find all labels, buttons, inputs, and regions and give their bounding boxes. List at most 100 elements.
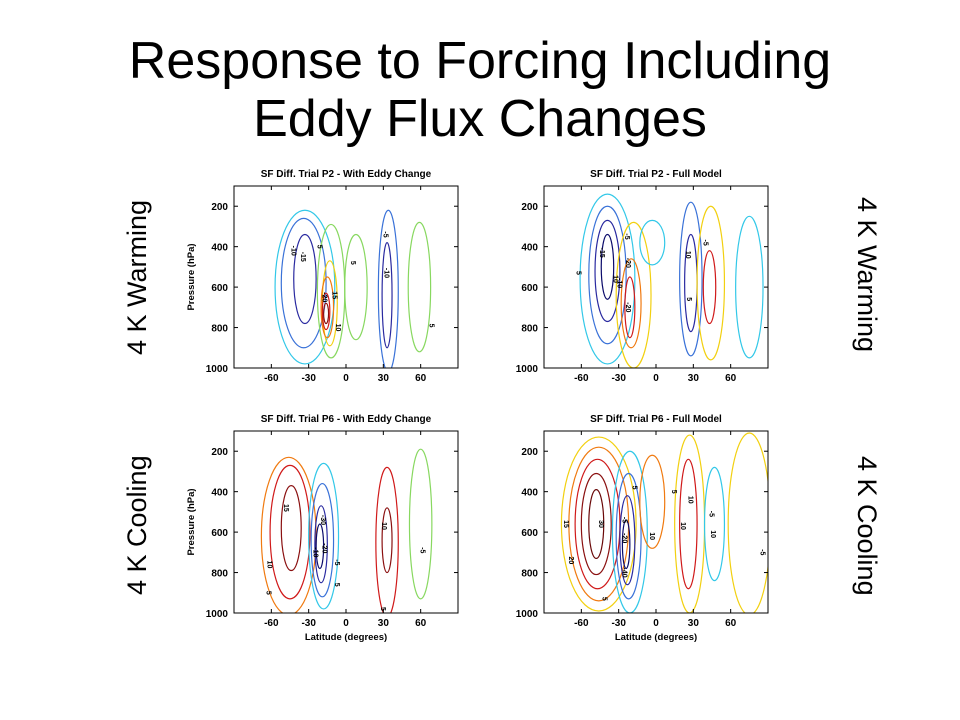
contour-label: -20 <box>620 533 627 543</box>
contour-label: -10 <box>615 278 622 288</box>
contour-label: -5 <box>381 231 388 237</box>
y-tick-label: 200 <box>211 202 228 213</box>
panel-title: SF Diff. Trial P6 - With Eddy Change <box>261 414 432 425</box>
contour-label: 10 <box>684 251 691 259</box>
contour-group: 5-1510-10-5-20-20105-5 <box>574 194 763 368</box>
y-tick-label: 800 <box>521 324 538 335</box>
contour-line <box>640 220 665 264</box>
x-tick-label: 60 <box>415 618 427 629</box>
x-tick-label: -60 <box>574 618 589 629</box>
x-tick-label: -30 <box>301 373 316 384</box>
contour-label: 10 <box>679 522 686 530</box>
contour-label: -20 <box>320 543 327 553</box>
y-tick-label: 400 <box>211 243 228 254</box>
slide-title: Response to Forcing Including Eddy Flux … <box>0 32 960 148</box>
contour-label: -5 <box>333 559 340 565</box>
slide-title-line-1: Response to Forcing Including <box>0 32 960 90</box>
y-axis-label: Pressure (hPa) <box>186 243 197 310</box>
contour-label: 5 <box>600 597 607 601</box>
contour-line <box>324 303 329 323</box>
contour-label: -10 <box>383 268 390 278</box>
x-tick-label: -60 <box>264 373 279 384</box>
contour-label: 10 <box>709 530 716 538</box>
contour-line <box>680 202 702 356</box>
contour-panel-bottom-right: SF Diff. Trial P6 - Full Model 15 20 30 5 -5 -… <box>490 405 780 650</box>
contour-label: 5 <box>574 271 581 275</box>
x-axis-label: Latitude (degrees) <box>615 632 697 643</box>
contour-line <box>703 251 715 324</box>
contour-label: -5 <box>623 233 630 239</box>
x-tick-label: 0 <box>653 373 659 384</box>
y-tick-label: 800 <box>211 569 228 580</box>
contour-label: 5 <box>630 486 637 490</box>
x-tick-label: 30 <box>378 373 390 384</box>
y-tick-label: 200 <box>521 202 538 213</box>
contour-label: -10 <box>312 547 319 557</box>
panel-title: SF Diff. Trial P2 - With Eddy Change <box>261 169 432 180</box>
contour-panel-top-left: SF Diff. Trial P2 - With Eddy Change-10-… <box>180 160 470 390</box>
x-tick-label: 60 <box>725 618 737 629</box>
x-tick-label: -30 <box>301 618 316 629</box>
contour-line <box>376 467 398 617</box>
y-tick-label: 400 <box>521 488 538 499</box>
y-tick-label: 800 <box>521 569 538 580</box>
contour-line <box>589 206 626 344</box>
x-tick-label: 0 <box>653 618 659 629</box>
contour-line <box>345 235 367 340</box>
contour-line <box>581 473 611 574</box>
contour-group: 15 10 5 -30 -20-10 -5 5 10 5 -5 <box>261 449 431 617</box>
x-tick-label: 0 <box>343 618 349 629</box>
contour-label: -5 <box>708 511 715 517</box>
y-tick-label: 1000 <box>206 609 229 620</box>
contour-line <box>697 206 724 360</box>
y-tick-label: 600 <box>521 528 538 539</box>
contour-label: -5 <box>419 547 426 553</box>
plot-frame <box>234 186 458 368</box>
y-tick-label: 200 <box>211 447 228 458</box>
contour-label: 15 <box>330 291 337 299</box>
contour-label: -15 <box>598 248 605 258</box>
contour-line <box>601 235 613 300</box>
row-label-top-left: 4 K Warming <box>122 200 153 355</box>
y-tick-label: 600 <box>521 283 538 294</box>
contour-label: 10 <box>380 522 387 530</box>
y-tick-label: 600 <box>211 283 228 294</box>
contour-line <box>382 243 392 348</box>
panel-title: SF Diff. Trial P2 - Full Model <box>590 169 722 180</box>
y-tick-label: 1000 <box>206 364 229 375</box>
contour-label: 20 <box>567 557 574 565</box>
contour-label: -20 <box>624 258 631 268</box>
contour-label: 10 <box>266 561 273 569</box>
x-tick-label: -60 <box>574 373 589 384</box>
contour-line <box>685 235 697 332</box>
contour-label: 5 <box>379 607 386 611</box>
contour-label: -20 <box>320 292 327 302</box>
contour-label: 5 <box>315 245 322 249</box>
contour-panel-top-right: SF Diff. Trial P2 - Full Model 5 -15 10 -10 -… <box>490 160 780 390</box>
contour-line <box>408 222 430 351</box>
contour-label: 10 <box>334 324 341 332</box>
contour-label: -5 <box>620 517 627 523</box>
x-tick-label: 60 <box>415 373 427 384</box>
slide-title-line-2: Eddy Flux Changes <box>0 90 960 148</box>
contour-line <box>409 449 431 599</box>
contour-label: -40 <box>620 567 627 577</box>
contour-panel-bottom-left: SF Diff. Trial P6 - With Eddy Change 15 10… <box>180 405 470 650</box>
x-tick-label: 30 <box>688 373 700 384</box>
contour-label: 15 <box>562 520 569 528</box>
contour-label: 5 <box>685 297 692 301</box>
contour-line <box>622 520 629 569</box>
contour-label: -20 <box>624 302 631 312</box>
contour-label: -30 <box>319 515 326 525</box>
contour-label: 5 <box>264 591 271 595</box>
contour-label: -5 <box>701 240 708 246</box>
contour-line <box>281 486 301 571</box>
contour-label: -10 <box>289 246 296 256</box>
row-label-top-right: 4 K Warming <box>851 197 882 352</box>
contour-line <box>705 467 725 580</box>
contour-line <box>736 216 763 358</box>
x-tick-label: 0 <box>343 373 349 384</box>
contour-label: -15 <box>299 252 306 262</box>
x-axis-label: Latitude (degrees) <box>305 632 387 643</box>
